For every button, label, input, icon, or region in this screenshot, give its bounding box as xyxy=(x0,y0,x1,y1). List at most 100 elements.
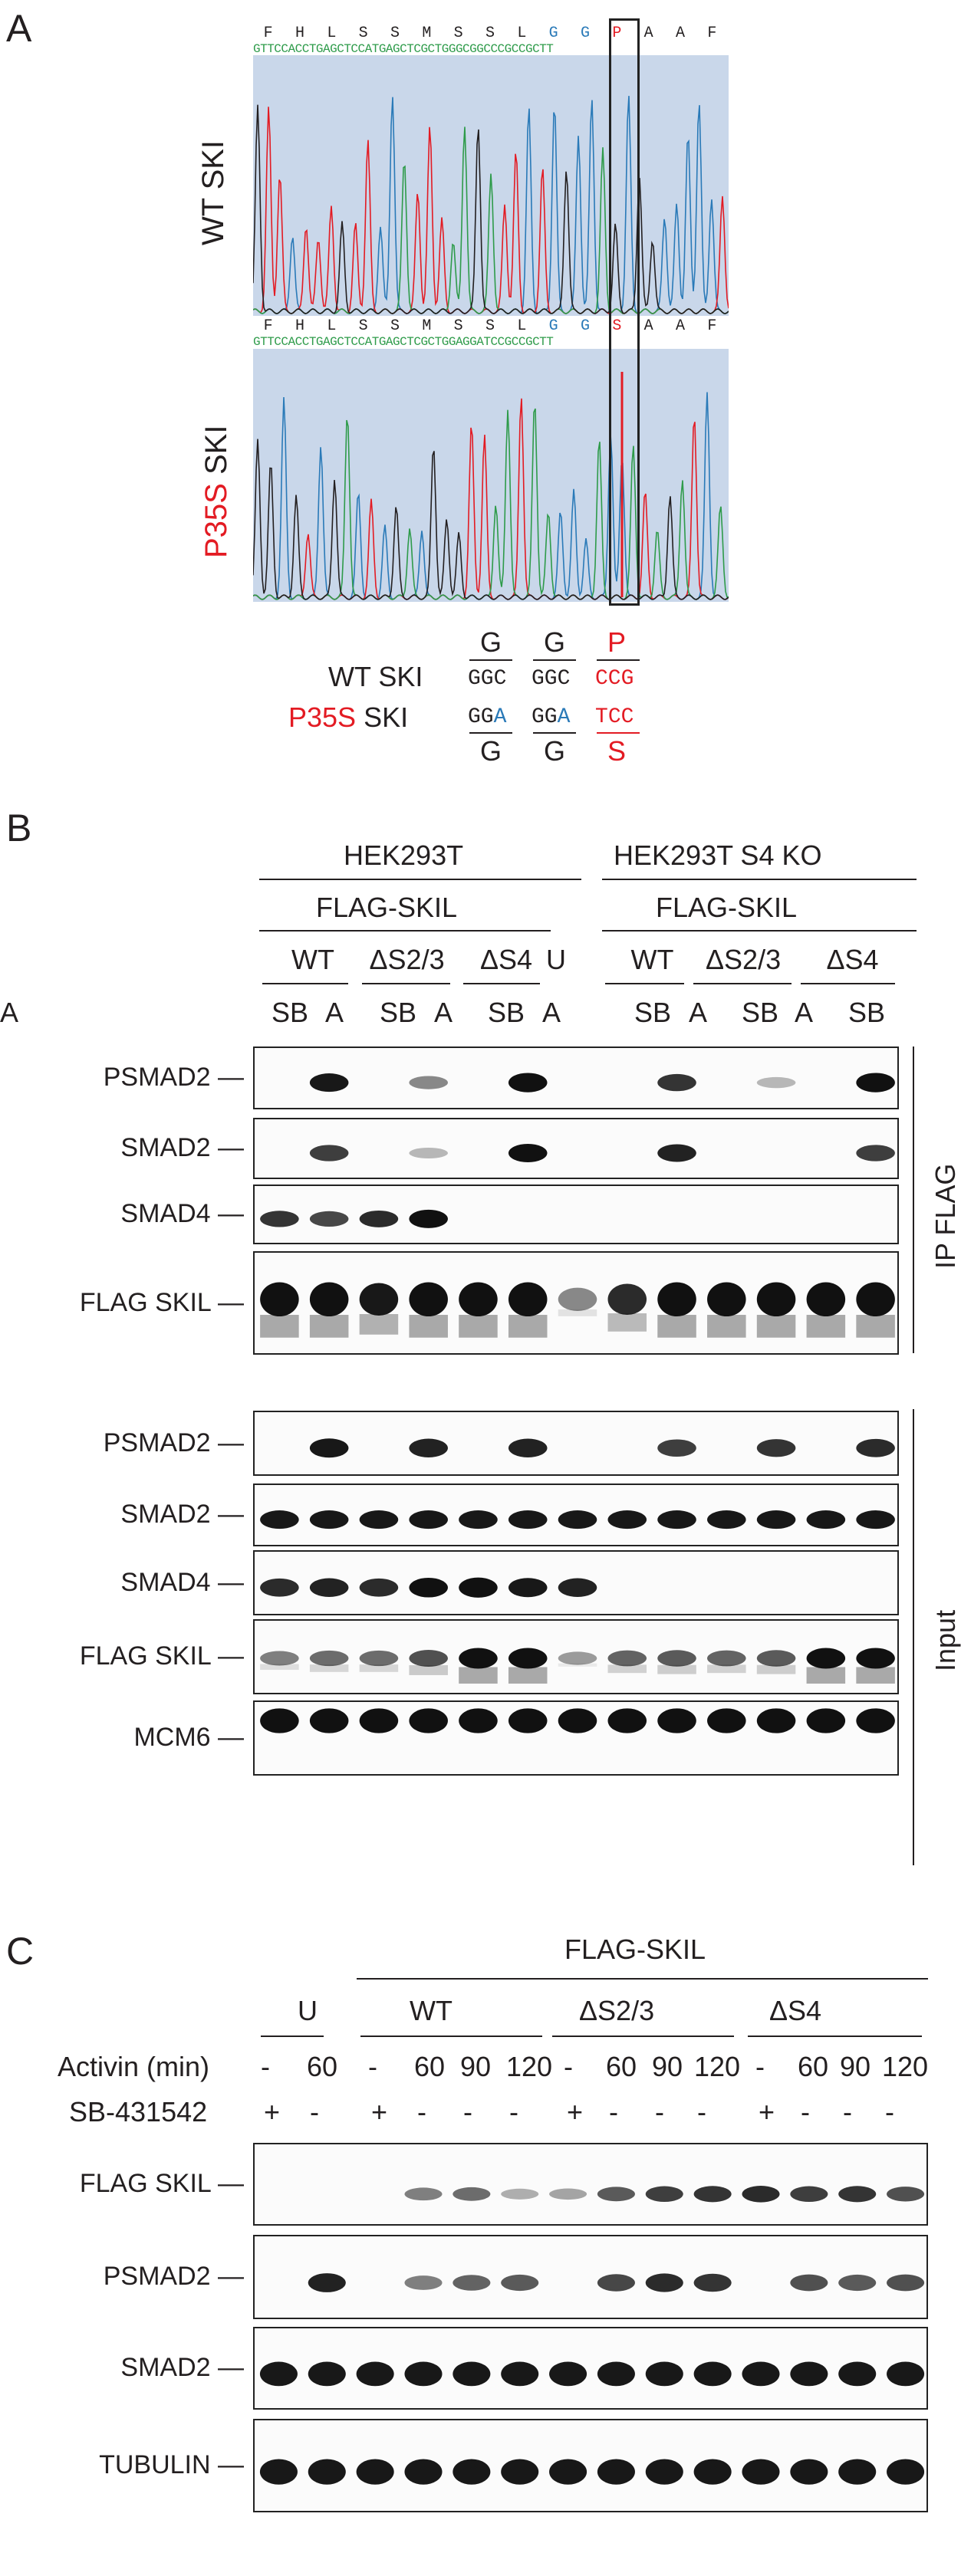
blot-band xyxy=(508,1438,548,1457)
blot-band xyxy=(508,1510,548,1530)
blot-band xyxy=(453,2459,491,2485)
blot-band xyxy=(693,2361,732,2387)
blot-smear xyxy=(409,1665,448,1675)
blot-band xyxy=(645,2186,683,2203)
blot-band xyxy=(453,2361,491,2387)
trace-line xyxy=(253,392,729,600)
blot-smear xyxy=(459,1667,498,1684)
blot-band xyxy=(409,1282,448,1317)
sb-value: - xyxy=(843,2096,852,2128)
aa-letter: S xyxy=(612,317,622,335)
b-lane-label: A xyxy=(434,997,453,1028)
aa-letter: S xyxy=(390,317,400,335)
blot-band xyxy=(453,2187,491,2201)
blot-smear xyxy=(459,1315,498,1338)
blot-band xyxy=(459,1577,498,1598)
blot-band xyxy=(657,1073,696,1092)
trace-line xyxy=(253,107,729,314)
mut-codon-pre: GG xyxy=(532,705,558,729)
mut-codon-post: CC xyxy=(607,705,634,729)
blot-band xyxy=(409,1577,448,1598)
mut-codon: GGA xyxy=(532,707,570,728)
wt-codon: GGC xyxy=(532,667,571,691)
blot-band xyxy=(549,2188,587,2200)
blot-band xyxy=(887,2274,925,2292)
activin-value: - xyxy=(755,2051,765,2082)
blot-bands-svg xyxy=(260,1209,448,1228)
blot-band xyxy=(657,1282,696,1317)
blot-band xyxy=(409,1148,448,1158)
c-header-line xyxy=(357,1978,928,1980)
blot-band xyxy=(558,1708,597,1733)
c-blot-label: SMAD2 — xyxy=(120,2353,244,2382)
codon-underline xyxy=(597,659,640,661)
blot-band xyxy=(453,2275,491,2291)
blot-band xyxy=(359,1708,399,1733)
c-group-line xyxy=(360,2036,542,2037)
codon-underline xyxy=(533,659,576,661)
p35s-label-red: P35S xyxy=(199,483,233,558)
mut-codon-hi: T xyxy=(595,705,608,729)
c-group-label: ΔS4 xyxy=(769,1995,822,2026)
blot-smear xyxy=(309,1664,349,1672)
sb-value: - xyxy=(463,2096,472,2128)
blot-band xyxy=(856,1282,895,1317)
blot-band xyxy=(607,1650,647,1667)
codon-underline xyxy=(597,732,640,734)
blot-band xyxy=(887,2361,925,2387)
b-lane-label: A xyxy=(689,997,708,1028)
blot-input-label: MCM6 — xyxy=(133,1723,244,1752)
blot-band xyxy=(308,2459,346,2485)
aa-letter: G xyxy=(548,317,558,335)
mut-trace-svg xyxy=(253,372,729,600)
blot-band xyxy=(707,1650,746,1667)
aa-letter: M xyxy=(422,317,432,335)
blot-band xyxy=(359,1578,399,1597)
trace-line xyxy=(253,96,729,314)
blot-smear xyxy=(856,1315,895,1338)
aa-letter: S xyxy=(358,25,368,42)
blot-bands-svg xyxy=(260,1708,895,1733)
blot-band xyxy=(259,2361,298,2387)
codon-top-aa: P xyxy=(607,626,627,658)
blot-band xyxy=(607,1708,647,1733)
blot-band xyxy=(404,2361,443,2387)
aa-letter: A xyxy=(643,317,653,335)
trace-line xyxy=(253,439,729,600)
blot-band xyxy=(508,1648,548,1669)
blot-smear xyxy=(707,1315,746,1338)
blot-bands-svg xyxy=(259,2361,925,2387)
blot-band xyxy=(309,1282,349,1317)
activin-label: Activin (min) xyxy=(58,2051,210,2082)
activin-value: 120 xyxy=(506,2051,553,2082)
blot-band xyxy=(838,2361,877,2387)
aa-letter: S xyxy=(485,25,495,42)
blot-band xyxy=(359,1510,399,1530)
c-blot-0 xyxy=(253,2143,928,2226)
blot-band xyxy=(508,1073,548,1092)
blot-bands-svg xyxy=(309,1073,895,1092)
blot-band xyxy=(409,1708,448,1733)
codon-bottom-aa: G xyxy=(480,735,502,767)
codon-underline xyxy=(533,732,576,734)
aa-letter: H xyxy=(295,317,305,335)
blot-band xyxy=(558,1651,597,1665)
trace-line xyxy=(253,408,729,600)
blot-band xyxy=(404,2459,443,2485)
blot-input-2 xyxy=(253,1550,899,1615)
blot-band xyxy=(309,1510,349,1530)
activin-value: 60 xyxy=(307,2051,338,2082)
blot-band xyxy=(707,1510,746,1530)
blot-band xyxy=(356,2361,394,2387)
sb-label: SB-431542 xyxy=(69,2096,208,2128)
b-lane-label: SB xyxy=(272,997,309,1028)
sb-value: - xyxy=(609,2096,618,2128)
aa-letter: A xyxy=(643,25,653,42)
blot-input-label: SMAD4 — xyxy=(120,1567,244,1597)
aa-letter: G xyxy=(581,25,591,42)
b-sub-line-2 xyxy=(602,930,917,932)
wt-codon: CCG xyxy=(595,667,634,691)
p35s-label-black: SKI xyxy=(199,425,233,484)
blot-bands-svg xyxy=(309,1438,895,1458)
